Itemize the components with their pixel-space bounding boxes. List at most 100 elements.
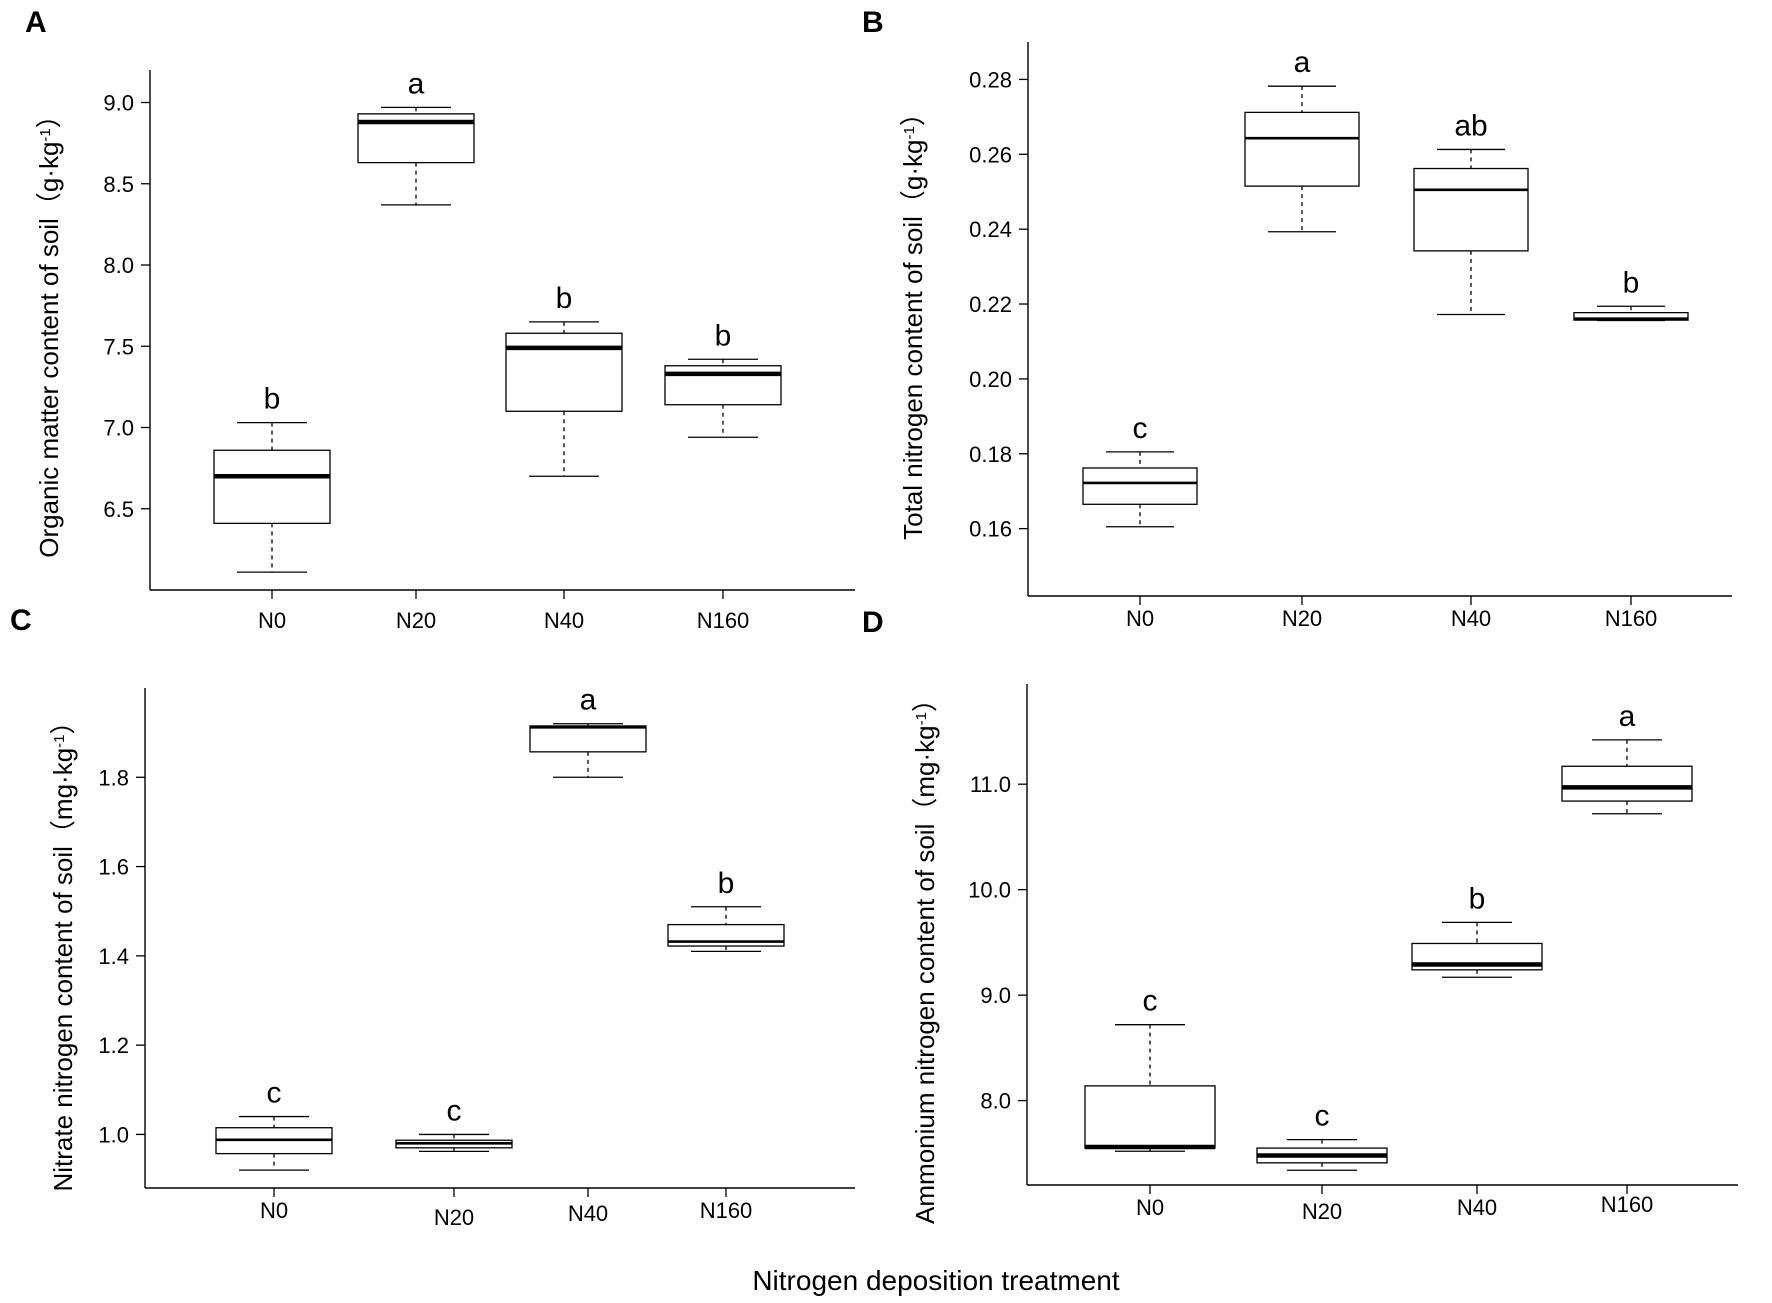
panel-letter: A	[25, 6, 47, 39]
x-tick-label: N0	[260, 1198, 288, 1223]
y-axis-title-main: Organic matter content of soil（g·kg	[34, 142, 64, 558]
x-tick-label: N20	[1302, 1199, 1342, 1224]
iqr-box	[529, 725, 647, 753]
x-tick-label: N20	[396, 608, 436, 633]
y-axis-title-superscript: -1	[901, 126, 918, 139]
iqr-box	[664, 365, 782, 406]
box-N160: b	[667, 867, 785, 953]
panel-b: B 0.16 0.18 0.20 0.22 0.24 0.26 0.28 N0 N20 N40 N16…	[862, 6, 1732, 631]
panel-letter: D	[862, 606, 884, 639]
significance-letter: a	[1619, 700, 1636, 733]
x-tick-label: N0	[1136, 1195, 1164, 1220]
significance-letter: c	[267, 1077, 282, 1110]
box-N20: c	[395, 1094, 513, 1153]
x-tick-label: N160	[697, 608, 750, 633]
x-tick-label: N160	[700, 1198, 753, 1223]
panel-letter: C	[10, 604, 32, 637]
y-tick-label: 1.4	[98, 944, 129, 969]
box-N160: b	[1573, 266, 1689, 322]
y-tick-label: 11.0	[970, 772, 1011, 797]
y-axis-title-superscript: -1	[51, 735, 68, 748]
panel-a: A 6.5 7.0 7.5 8.0 8.5 9.0 N0 N20 N40 N160 Organic m…	[25, 6, 855, 633]
significance-letter: b	[1623, 266, 1640, 299]
y-tick-label: 9.0	[103, 91, 134, 116]
x-tick-label: N160	[1605, 606, 1658, 631]
significance-letter: b	[715, 319, 732, 352]
box-N0: c	[215, 1077, 333, 1171]
x-tick-label: N40	[1451, 606, 1491, 631]
y-tick-label: 0.24	[969, 217, 1012, 242]
y-axis-title-end: ）	[48, 708, 78, 734]
y-axis-title-end: ）	[898, 100, 928, 126]
x-tick-label: N160	[1601, 1192, 1654, 1217]
y-tick-label: 10.0	[968, 878, 1011, 903]
y-tick-label: 8.0	[103, 253, 134, 278]
iqr-box	[213, 449, 331, 525]
x-tick-label: N40	[568, 1201, 608, 1226]
significance-letter: c	[1315, 1100, 1330, 1133]
significance-letter: c	[1143, 985, 1158, 1018]
box-N40: b	[1411, 882, 1543, 978]
x-tick-label: N0	[1126, 606, 1154, 631]
y-axis-title: Nitrate nitrogen content of soil（mg·kg-1…	[48, 708, 78, 1191]
x-tick-label: N40	[544, 608, 584, 633]
box-N20: c	[1256, 1100, 1388, 1171]
y-axis-title-end: ）	[34, 102, 64, 128]
y-tick-label: 7.0	[103, 416, 134, 441]
significance-letter: a	[580, 684, 597, 717]
shared-x-axis-title: Nitrogen deposition treatment	[752, 1265, 1120, 1296]
panel-c: C 1.0 1.2 1.4 1.6 1.8 N0 N20 N40 N160 Nitrate nitr…	[10, 604, 855, 1230]
significance-letter: b	[264, 383, 281, 416]
y-axis-title-superscript: -1	[913, 712, 930, 725]
significance-letter: ab	[1454, 109, 1487, 142]
x-tick-label: N0	[258, 608, 286, 633]
iqr-box	[1573, 311, 1689, 321]
y-tick-label: 0.18	[969, 442, 1012, 467]
significance-letter: b	[556, 282, 573, 315]
y-axis-title-end: ）	[910, 686, 940, 712]
significance-letter: c	[447, 1094, 462, 1127]
box-N20: a	[357, 67, 475, 206]
y-tick-label: 6.5	[103, 497, 134, 522]
iqr-box	[1082, 467, 1198, 505]
box-N20: a	[1244, 46, 1360, 233]
significance-letter: a	[1294, 46, 1311, 79]
box-N40: ab	[1413, 109, 1529, 316]
box-N0: c	[1084, 985, 1216, 1152]
iqr-box	[1413, 167, 1529, 252]
box-N40: b	[505, 282, 623, 477]
y-tick-label: 0.20	[969, 367, 1012, 392]
y-tick-label: 9.0	[980, 983, 1011, 1008]
y-tick-label: 0.22	[969, 292, 1012, 317]
iqr-box	[1561, 765, 1693, 802]
box-N160: a	[1561, 700, 1693, 815]
y-tick-label: 0.28	[969, 67, 1012, 92]
x-tick-label: N20	[1282, 606, 1322, 631]
x-tick-label: N40	[1457, 1195, 1497, 1220]
significance-letter: b	[1469, 882, 1486, 915]
box-N0: b	[213, 383, 331, 573]
y-axis-title: Organic matter content of soil（g·kg-1）	[34, 102, 64, 558]
y-tick-label: 0.16	[969, 517, 1012, 542]
significance-letter: a	[408, 67, 425, 100]
y-tick-label: 1.6	[98, 855, 129, 880]
y-tick-label: 8.0	[980, 1089, 1011, 1114]
y-tick-label: 8.5	[103, 172, 134, 197]
panel-d: D 8.0 9.0 10.0 11.0 N0 N20 N40 N160 Ammonium nitr…	[862, 606, 1738, 1224]
y-axis-title: Ammonium nitrogen content of soil（mg·kg-…	[910, 686, 940, 1224]
panel-letter: B	[862, 6, 884, 39]
y-tick-label: 0.26	[969, 142, 1012, 167]
y-tick-label: 1.0	[98, 1122, 129, 1147]
y-tick-label: 1.2	[98, 1033, 129, 1058]
y-axis-title-main: Nitrate nitrogen content of soil（mg·kg	[48, 748, 78, 1192]
significance-letter: b	[718, 867, 735, 900]
y-tick-label: 1.8	[98, 765, 129, 790]
iqr-box	[1084, 1085, 1216, 1149]
x-tick-label: N20	[434, 1205, 474, 1230]
significance-letter: c	[1133, 412, 1148, 445]
iqr-box	[1244, 111, 1360, 187]
box-N40: a	[529, 684, 647, 778]
y-axis-title-superscript: -1	[37, 128, 54, 141]
y-tick-label: 7.5	[103, 334, 134, 359]
